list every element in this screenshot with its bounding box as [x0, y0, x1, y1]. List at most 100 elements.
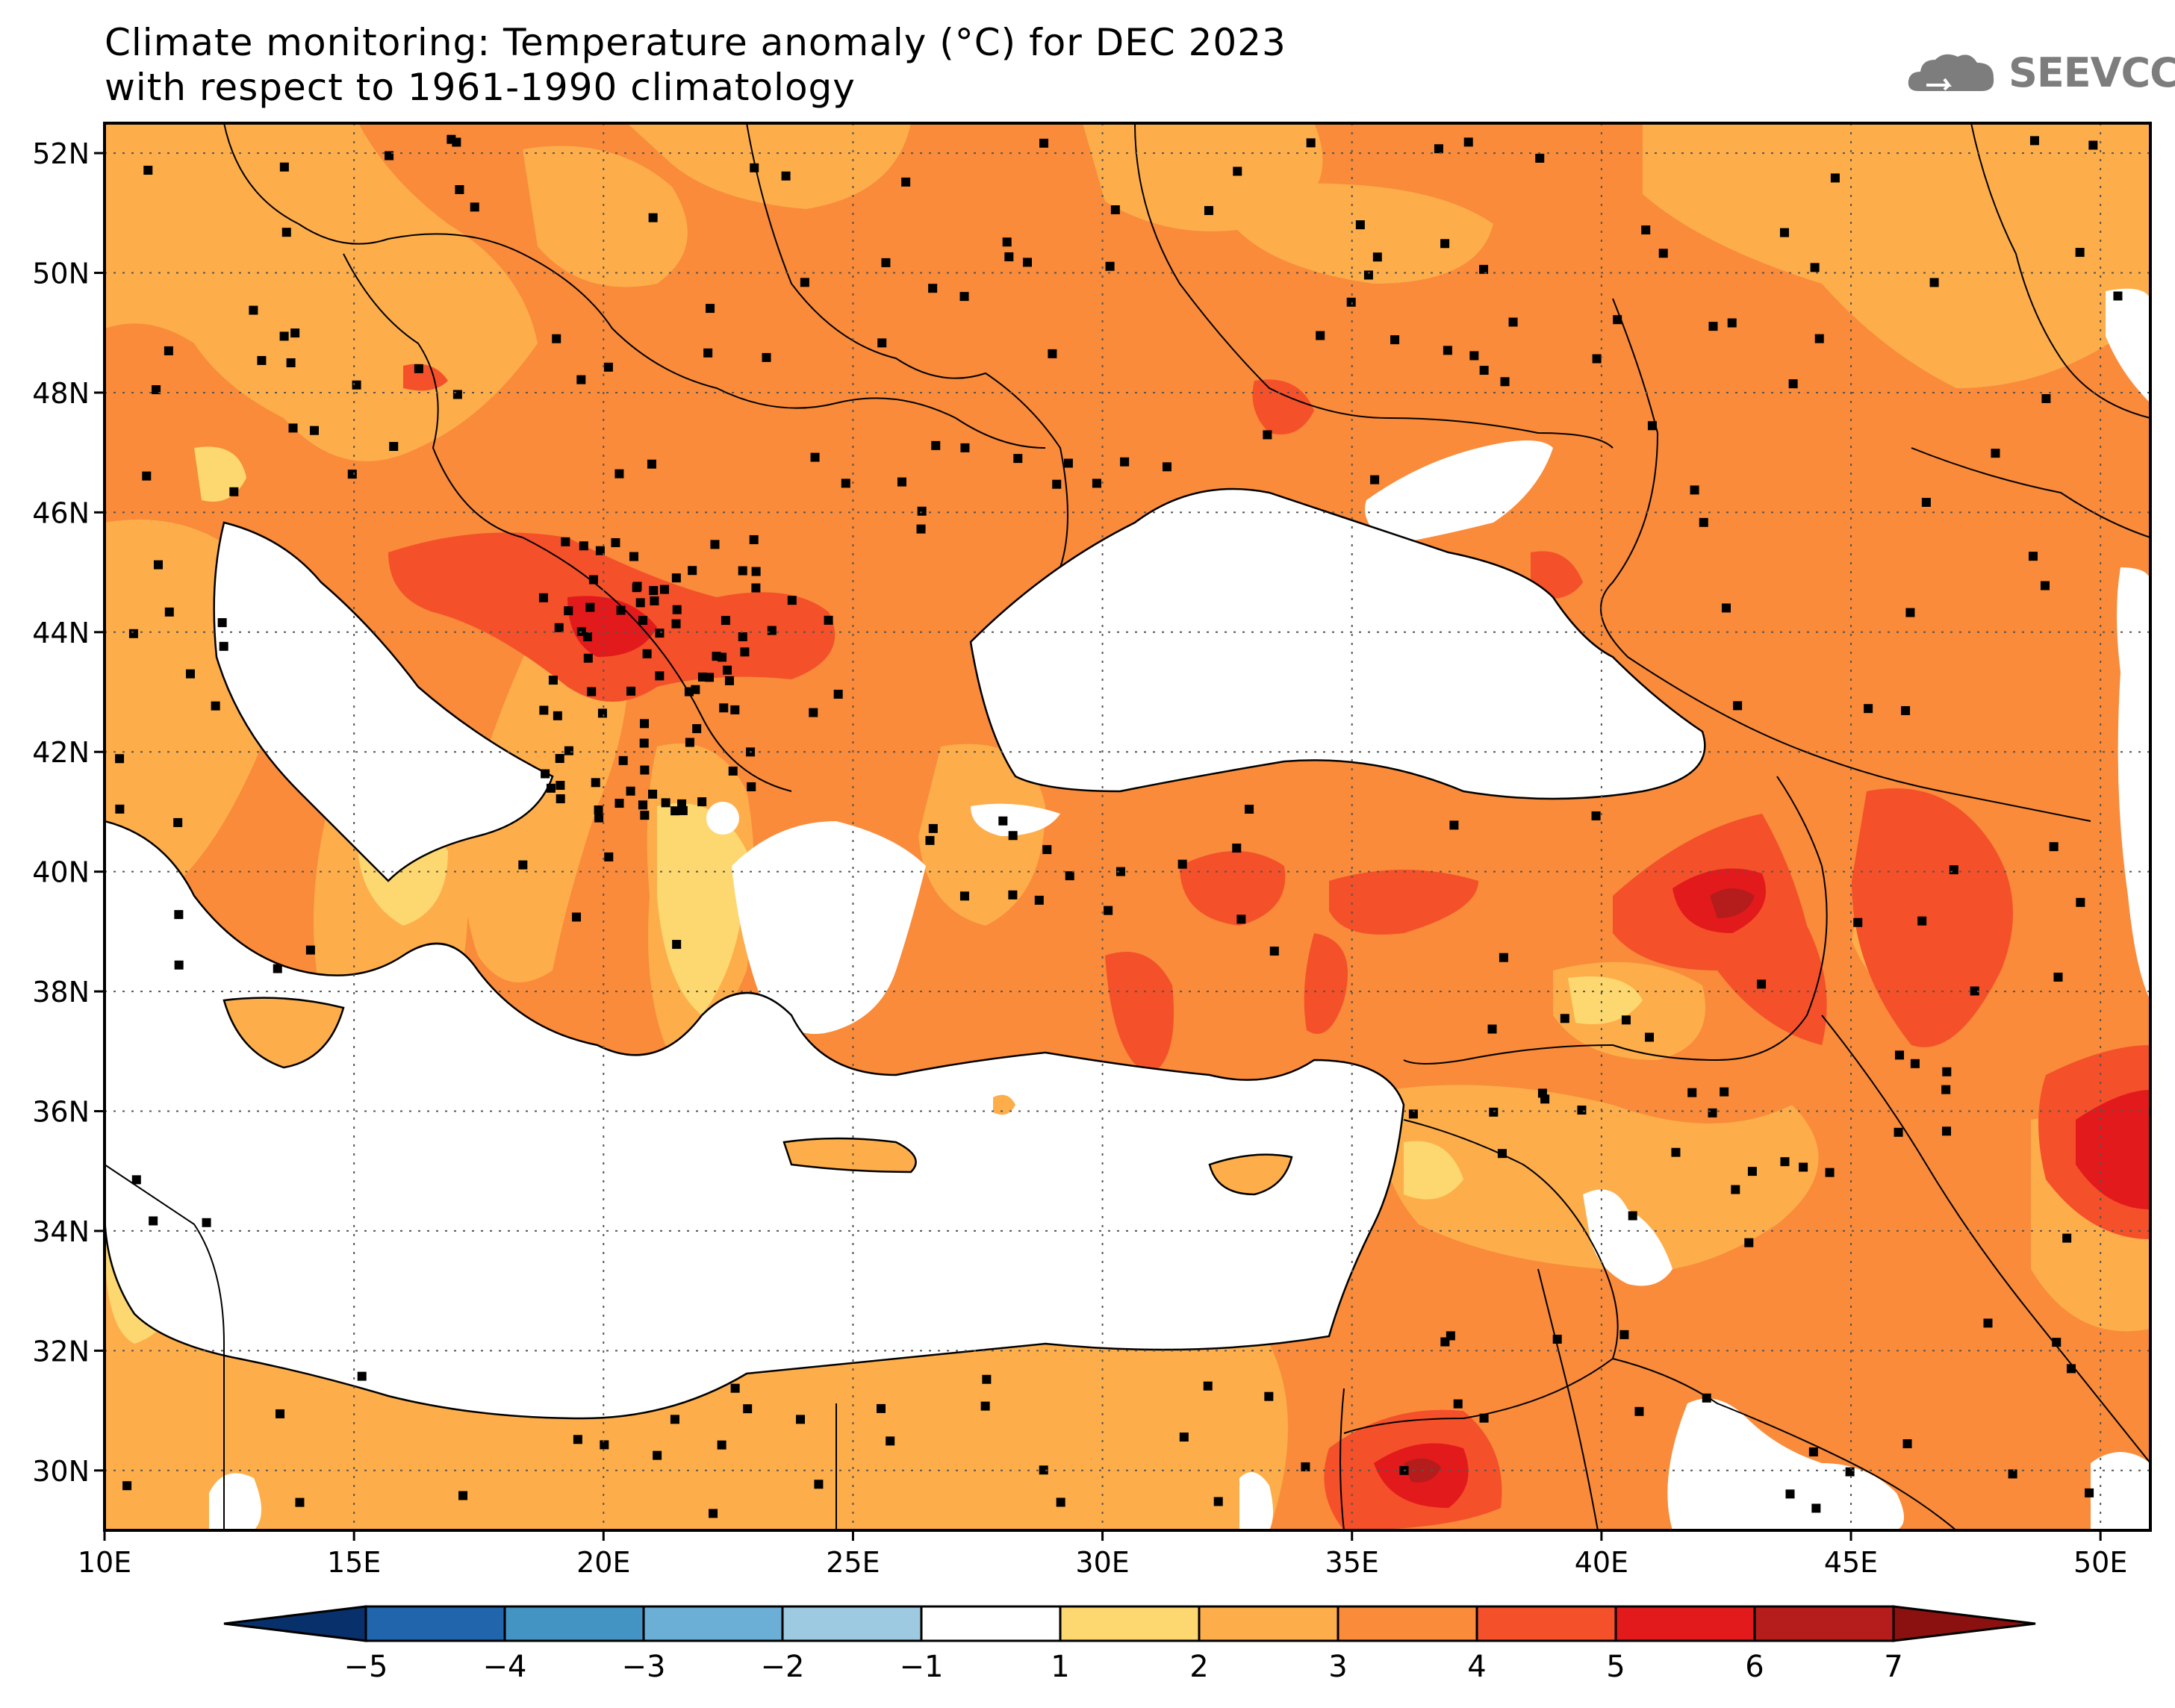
rhodes-island: [993, 1094, 1015, 1115]
station-marker: [1929, 278, 1939, 287]
station-marker: [452, 390, 462, 399]
colorbar-swatch: [920, 1605, 1062, 1642]
station-marker: [594, 805, 603, 815]
station-marker: [219, 641, 228, 651]
station-marker: [2040, 581, 2050, 590]
station-marker: [1641, 225, 1651, 235]
station-marker: [1408, 1109, 1418, 1119]
station-marker: [552, 334, 561, 343]
colorbar-swatch: [1475, 1605, 1617, 1642]
station-marker: [796, 1415, 806, 1424]
station-marker: [281, 228, 291, 237]
station-marker: [286, 358, 296, 367]
station-marker: [749, 534, 759, 544]
station-marker: [2049, 842, 2059, 852]
station-marker: [717, 1440, 726, 1450]
station-marker: [561, 537, 570, 546]
lat-label: 32N: [32, 1335, 90, 1368]
colorbar-swatch: [642, 1605, 784, 1642]
station-marker: [1671, 1147, 1681, 1157]
station-marker: [1727, 318, 1737, 328]
missing-data-arabia: [1667, 1398, 1904, 1530]
lon-label: 20E: [576, 1546, 630, 1579]
station-marker: [1645, 1032, 1655, 1042]
colorbar-low-extend: [223, 1605, 367, 1642]
station-marker: [470, 202, 479, 212]
station-marker: [925, 835, 935, 845]
station-marker: [149, 1216, 158, 1226]
station-marker: [1983, 1318, 1993, 1328]
station-marker: [1479, 264, 1489, 274]
station-marker: [357, 1371, 367, 1381]
station-marker: [649, 586, 659, 596]
lon-label: 45E: [1824, 1546, 1878, 1579]
station-marker: [174, 960, 184, 970]
cyprus-island: [1210, 1154, 1292, 1194]
colorbar-swatch: [364, 1605, 506, 1642]
station-marker: [611, 537, 620, 547]
lat-label: 40N: [32, 856, 90, 889]
station-marker: [1825, 1168, 1835, 1177]
station-marker: [414, 364, 423, 373]
station-marker: [276, 1409, 285, 1418]
station-marker: [2085, 1488, 2094, 1497]
station-marker: [279, 162, 289, 172]
station-marker: [639, 738, 649, 748]
station-marker: [833, 689, 843, 699]
station-marker: [1702, 1393, 1711, 1403]
station-marker: [1233, 166, 1242, 176]
station-marker: [1747, 1167, 1757, 1176]
station-marker: [781, 171, 791, 181]
station-marker: [1808, 1447, 1818, 1456]
station-marker: [1619, 1330, 1629, 1339]
station-marker: [730, 705, 740, 714]
station-marker: [640, 811, 650, 820]
station-marker: [2113, 291, 2123, 301]
station-marker: [635, 598, 645, 608]
station-marker: [1658, 249, 1668, 258]
station-marker: [389, 442, 399, 452]
station-marker: [115, 804, 125, 814]
station-marker: [1910, 1059, 1920, 1068]
station-marker: [916, 524, 926, 534]
station-marker: [288, 423, 298, 433]
colorbar-label: −4: [483, 1650, 527, 1684]
station-marker: [455, 185, 464, 195]
station-marker: [1316, 331, 1325, 340]
colorbar-label: 4: [1467, 1650, 1486, 1684]
station-marker: [1647, 421, 1657, 431]
station-marker: [931, 440, 941, 450]
station-marker: [1970, 986, 1979, 996]
missing-data-sea-red: [1239, 1472, 1273, 1530]
station-marker: [672, 940, 682, 950]
station-marker: [1814, 334, 1824, 343]
station-marker: [115, 754, 125, 764]
station-marker: [1048, 349, 1057, 358]
station-marker: [164, 346, 173, 355]
station-markers: [115, 134, 2123, 1518]
station-marker: [2075, 248, 2085, 258]
station-marker: [1560, 1014, 1569, 1023]
lat-label: 46N: [32, 496, 90, 529]
station-marker: [1177, 859, 1187, 869]
colorbar-swatch: [1059, 1605, 1201, 1642]
caspian-sea: [2117, 567, 2150, 1000]
station-marker: [629, 552, 638, 561]
lat-label: 52N: [32, 137, 90, 170]
station-marker: [1577, 1106, 1587, 1115]
station-marker: [648, 213, 658, 222]
station-marker: [131, 1175, 141, 1185]
station-marker: [677, 799, 687, 808]
station-marker: [787, 596, 797, 605]
station-marker: [257, 355, 267, 365]
station-marker: [1162, 462, 1171, 472]
station-marker: [1115, 867, 1125, 876]
station-marker: [1731, 1185, 1740, 1194]
station-marker: [959, 891, 969, 901]
lat-label: 36N: [32, 1096, 90, 1129]
station-marker: [1105, 261, 1115, 271]
station-marker: [1390, 335, 1400, 345]
station-marker: [1063, 458, 1073, 468]
station-marker: [730, 1383, 740, 1393]
station-marker: [1901, 705, 1911, 715]
